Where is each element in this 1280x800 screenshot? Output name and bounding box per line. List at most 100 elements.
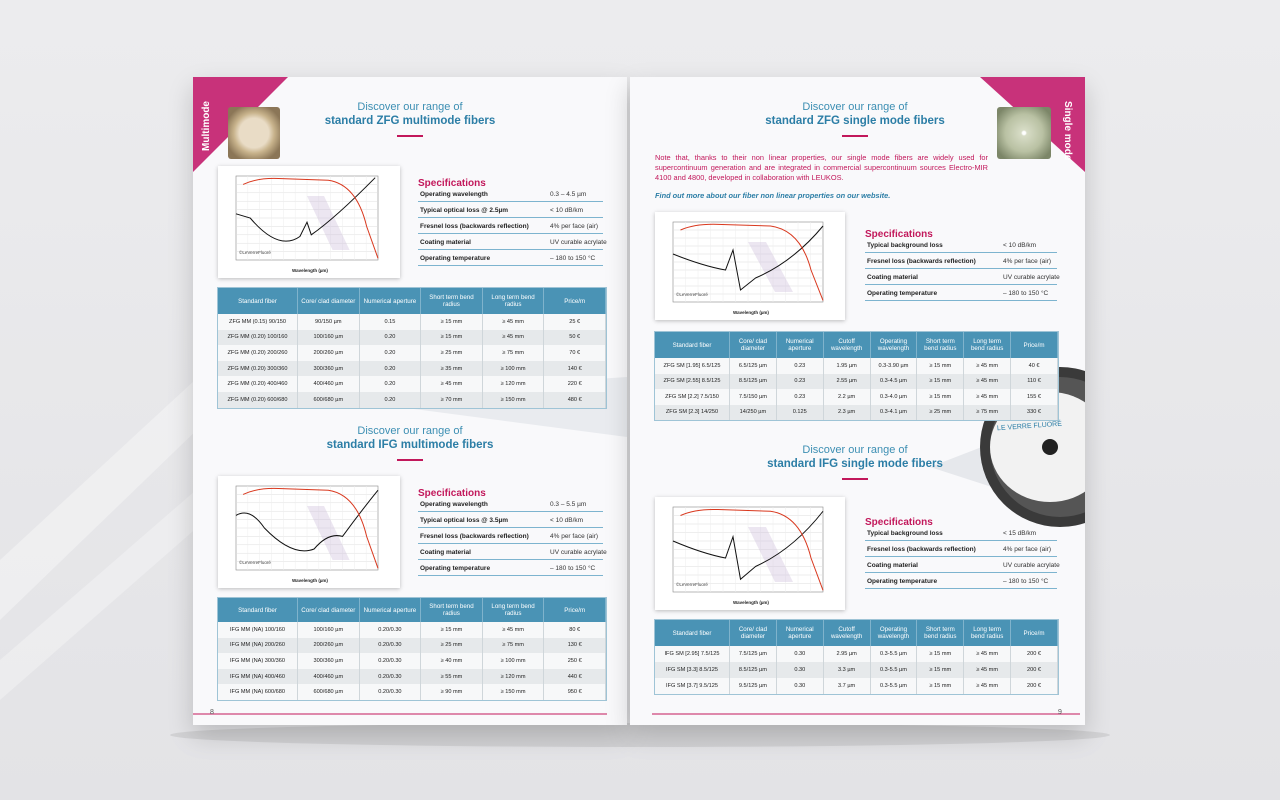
table-cell: 14/250 µm xyxy=(729,404,777,420)
graph-decor xyxy=(307,196,350,250)
fiber-photo xyxy=(997,107,1051,159)
table-cell: 0.30 xyxy=(776,678,824,694)
heading-strong: standard IFG single mode fibers xyxy=(767,458,943,470)
table-header: Price/m xyxy=(543,598,606,622)
spec-rule xyxy=(418,217,603,218)
table-header: Core/ clad diameter xyxy=(297,598,360,622)
table-cell: IFG MM (NA) 600/680 xyxy=(218,684,298,700)
table-row: ZFG MM (0.20) 600/680 600/680 µm 0.20 ≥ 70 … xyxy=(218,391,606,408)
table-cell: 0.20 xyxy=(359,345,422,361)
left-page: Multimode 8 Discover our range of standard … xyxy=(193,77,627,725)
table-cell: ≥ 45 mm xyxy=(963,646,1012,662)
spec-value: 0.3 – 4.5 µm xyxy=(550,191,587,198)
heading-strong: standard ZFG single mode fibers xyxy=(765,115,945,127)
spec-label: Fresnel loss (backwards reflection) xyxy=(420,223,529,230)
spec-label: Operating wavelength xyxy=(420,501,488,508)
graph: ©LeVerreFluoré Wavelength (µm) xyxy=(655,212,845,320)
table-cell: 0.3-5.5 µm xyxy=(870,662,918,678)
table-cell: 330 € xyxy=(1010,404,1058,420)
heading: Discover our range of xyxy=(357,101,463,113)
table-cell: 300/360 µm xyxy=(297,360,360,377)
table-header: Numerical aperture xyxy=(359,288,422,314)
table-cell: ZFG MM (0.20) 200/260 xyxy=(218,345,298,361)
graph: ©LeVerreFluoré Wavelength (µm) xyxy=(218,476,400,588)
table-cell: 300/360 µm xyxy=(297,653,360,669)
table-cell: 0.23 xyxy=(776,389,824,405)
graph-decor xyxy=(672,510,824,581)
table-cell: ≥ 120 mm xyxy=(482,376,545,392)
spec-label: Coating material xyxy=(420,549,471,556)
table-cell: ≥ 150 mm xyxy=(482,391,545,408)
table-cell: 8.5/125 µm xyxy=(729,373,777,389)
graph-decor xyxy=(748,242,793,292)
table-row: IFG SM [3.3] 8.5/125 8.5/125 µm 0.30 3.3 µm… xyxy=(655,662,1058,678)
table-cell: ≥ 15 mm xyxy=(420,329,483,346)
table-header: Numerical aperture xyxy=(776,620,824,646)
table-cell: IFG MM (NA) 100/160 xyxy=(218,622,298,638)
table-cell: ≥ 15 mm xyxy=(916,678,965,694)
table-cell: ≥ 45 mm xyxy=(482,622,545,638)
table-cell: ≥ 75 mm xyxy=(963,404,1012,420)
table-header: Core/ clad diameter xyxy=(729,620,777,646)
spec-label: Coating material xyxy=(420,239,471,246)
graph-decor xyxy=(242,177,379,259)
table-cell: 0.23 xyxy=(776,373,824,389)
table-cell: 130 € xyxy=(543,637,606,654)
spec-rule xyxy=(418,575,603,576)
table-cell: IFG MM (NA) 400/460 xyxy=(218,668,298,685)
table-cell: 0.20/0.30 xyxy=(359,622,422,638)
table-row: IFG MM (NA) 600/680 600/680 µm 0.20/0.30 ≥ … xyxy=(218,684,606,700)
specs-title: Specifications xyxy=(865,517,933,528)
graph-decor xyxy=(680,223,824,301)
graph-decor xyxy=(672,225,824,291)
table-cell: IFG MM (NA) 200/260 xyxy=(218,637,298,654)
spec-label: Typical background loss xyxy=(867,242,943,249)
page-number: 9 xyxy=(1058,709,1062,716)
table-cell: 0.20 xyxy=(359,360,422,377)
table-cell: ≥ 40 mm xyxy=(420,653,483,669)
spec-value: – 180 to 150 °C xyxy=(1003,578,1049,585)
table-cell: 0.125 xyxy=(776,404,824,420)
table-row: ZFG MM (0.20) 400/460 400/460 µm 0.20 ≥ 45 … xyxy=(218,376,606,392)
table-cell: ≥ 75 mm xyxy=(482,345,545,361)
spec-value: UV curable acrylate xyxy=(550,239,607,246)
spec-value: – 180 to 150 °C xyxy=(1003,290,1049,297)
spec-rule xyxy=(865,540,1057,541)
table-header: Numerical aperture xyxy=(776,332,824,358)
table-cell: ≥ 75 mm xyxy=(482,637,545,654)
table-cell: 40 € xyxy=(1010,358,1058,374)
table-header: Operating wavelength xyxy=(870,620,918,646)
graph-decor xyxy=(307,506,350,560)
table-header: Core/ clad diameter xyxy=(729,332,777,358)
table-row: ZFG SM [2.2] 7.5/150 7.5/150 µm 0.23 2.2 µm… xyxy=(655,389,1058,405)
table-cell: ZFG MM (0.20) 100/160 xyxy=(218,329,298,346)
table-row: ZFG SM [2.3] 14/250 14/250 µm 0.125 2.3 µm 0… xyxy=(655,404,1058,420)
table-cell: 0.23 xyxy=(776,358,824,374)
table-cell: 3.7 µm xyxy=(823,678,871,694)
table-header: Long term bend radius xyxy=(482,288,545,314)
fiber-table: Standard fiber Core/ clad diameter Numeric… xyxy=(218,598,606,700)
table-cell: 400/460 µm xyxy=(297,668,360,685)
spec-value: UV curable acrylate xyxy=(550,549,607,556)
table-cell: ZFG SM [1.95] 6.5/125 xyxy=(655,358,730,374)
spec-value: 4% per face (air) xyxy=(1003,258,1052,265)
graph-plot xyxy=(235,175,379,261)
table-cell: 600/680 µm xyxy=(297,684,360,700)
heading: Discover our range of xyxy=(802,101,908,113)
fiber-table: Standard fiber Core/ clad diameter Numeric… xyxy=(218,288,606,408)
table-cell: ≥ 15 mm xyxy=(916,358,965,374)
spec-label: Operating temperature xyxy=(867,290,938,297)
spec-label: Operating wavelength xyxy=(420,191,488,198)
graph-decor xyxy=(235,177,376,242)
table-cell: 480 € xyxy=(543,391,606,408)
table-cell: ZFG SM [2.3] 14/250 xyxy=(655,404,730,420)
table-row: ZFG MM (0.20) 200/260 200/260 µm 0.20 ≥ 25 … xyxy=(218,345,606,361)
table-cell: 0.20 xyxy=(359,376,422,392)
spec-label: Typical optical loss @ 3.5µm xyxy=(420,517,508,524)
table-cell: ≥ 100 mm xyxy=(482,653,545,669)
table-cell: 2.3 µm xyxy=(823,404,871,420)
table-cell: 80 € xyxy=(543,622,606,638)
graph-x-label: Wavelength (µm) xyxy=(292,268,328,273)
graph-credit: ©LeVerreFluoré xyxy=(676,292,708,297)
heading-strong: standard IFG multimode fibers xyxy=(326,439,494,451)
